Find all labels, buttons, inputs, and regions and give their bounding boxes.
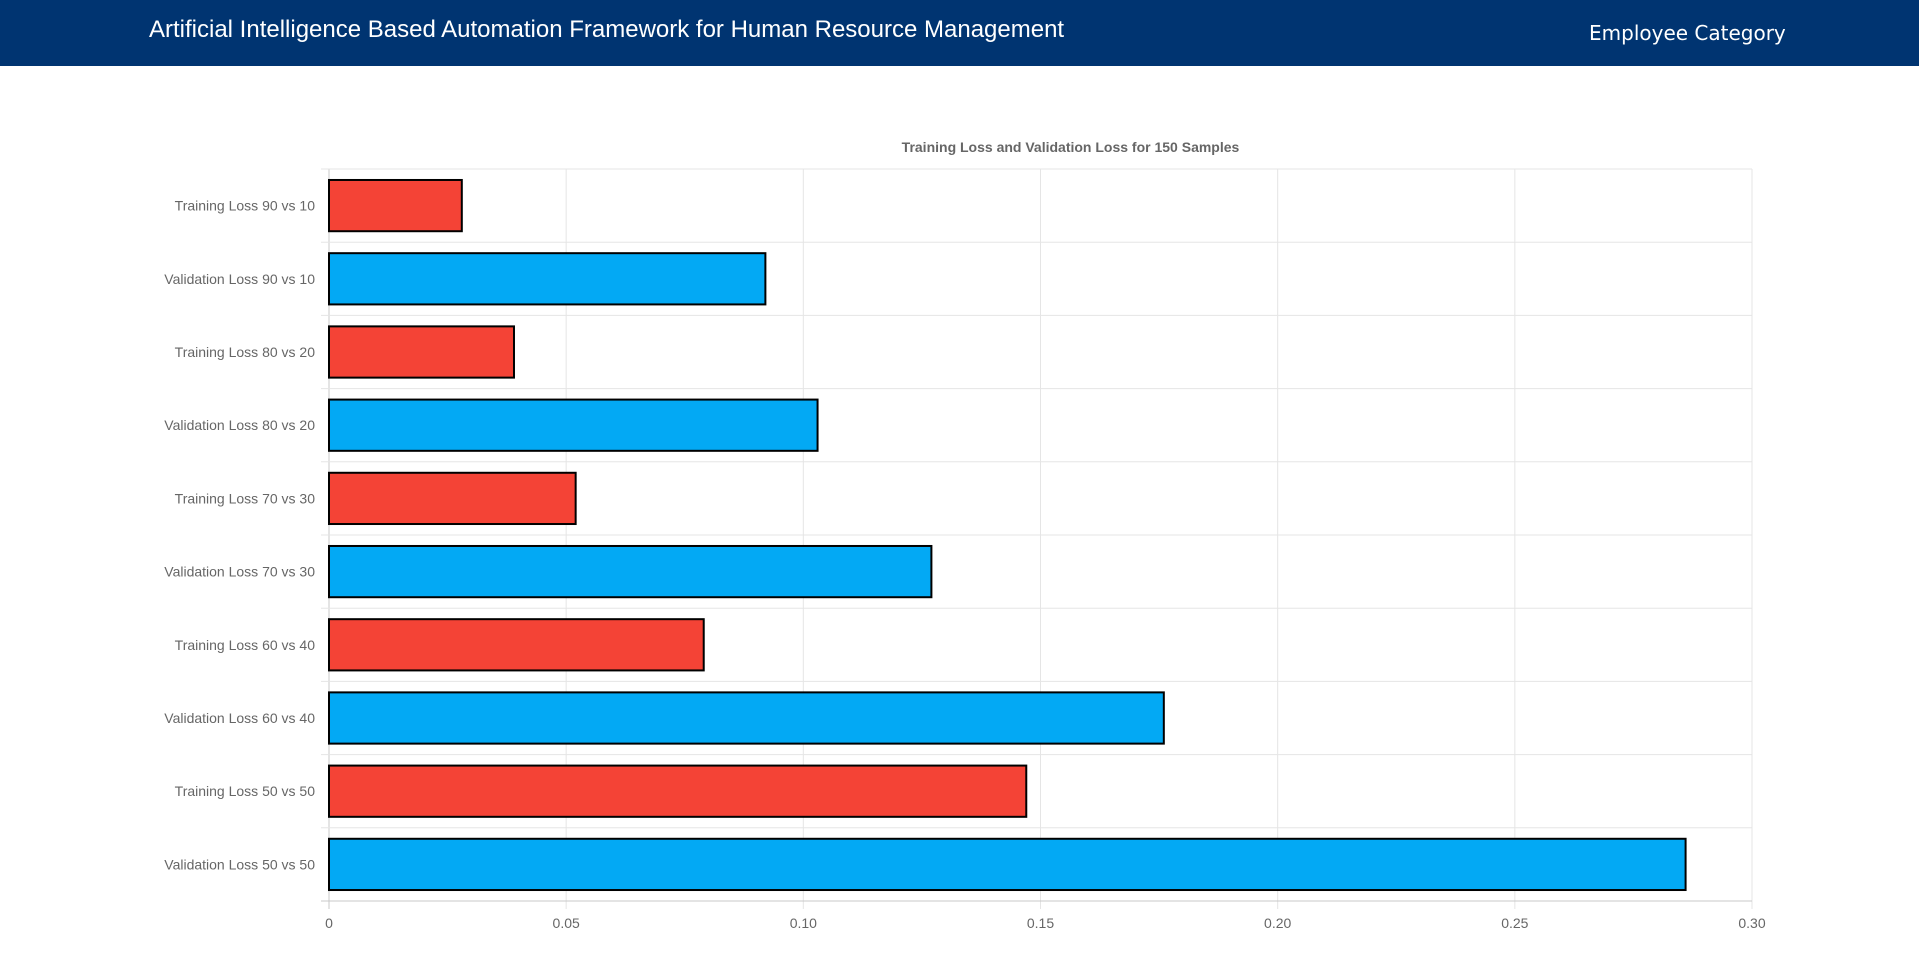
bar: [328, 398, 819, 452]
y-tick-label: Validation Loss 50 vs 50: [164, 856, 315, 872]
y-tick-label: Training Loss 50 vs 50: [175, 783, 316, 799]
x-tick-label: 0.15: [1027, 915, 1054, 931]
nav-link-employee-category[interactable]: Employee Category: [1589, 21, 1786, 45]
loss-bar-chart: Training Loss and Validation Loss for 15…: [164, 139, 1766, 931]
bar: [328, 471, 577, 526]
x-tick-label: 0.10: [790, 915, 817, 931]
x-tick-label: 0.30: [1738, 915, 1765, 931]
x-tick-label: 0.05: [553, 915, 580, 931]
y-tick-label: Training Loss 60 vs 40: [175, 637, 316, 653]
y-tick-label: Validation Loss 90 vs 10: [164, 271, 315, 287]
header-bar: Artificial Intelligence Based Automation…: [0, 0, 1919, 66]
bar: [328, 178, 463, 233]
y-tick-label: Training Loss 70 vs 30: [175, 490, 316, 506]
bar: [328, 252, 767, 306]
y-tick-label: Training Loss 80 vs 20: [175, 344, 316, 360]
bar: [328, 325, 515, 379]
y-tick-label: Training Loss 90 vs 10: [175, 198, 316, 214]
x-tick-label: 0: [325, 915, 333, 931]
x-tick-label: 0.25: [1501, 915, 1528, 931]
bar: [328, 837, 1687, 892]
y-tick-label: Validation Loss 60 vs 40: [164, 710, 315, 726]
bar: [328, 618, 705, 672]
bar: [328, 544, 933, 599]
chart-title: Training Loss and Validation Loss for 15…: [902, 139, 1240, 155]
y-tick-label: Validation Loss 70 vs 30: [164, 564, 315, 580]
y-tick-label: Validation Loss 80 vs 20: [164, 417, 315, 433]
bar: [328, 764, 1028, 818]
app-title: Artificial Intelligence Based Automation…: [149, 16, 1065, 43]
x-tick-label: 0.20: [1264, 915, 1291, 931]
bar: [328, 691, 1165, 745]
